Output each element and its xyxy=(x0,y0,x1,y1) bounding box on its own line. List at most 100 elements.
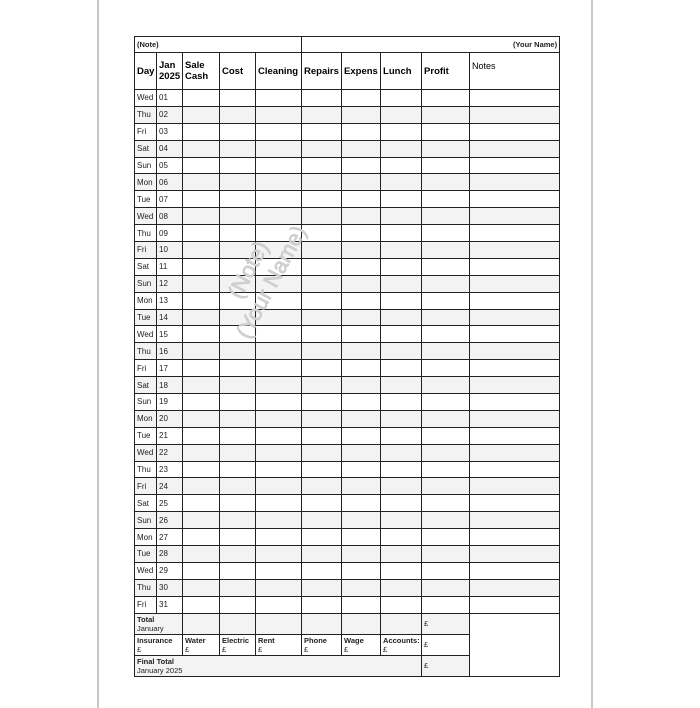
entry-cell[interactable] xyxy=(182,325,220,344)
entry-cell[interactable] xyxy=(301,494,343,513)
entry-cell[interactable] xyxy=(182,376,220,395)
total-cell[interactable] xyxy=(380,612,423,635)
entry-cell[interactable] xyxy=(182,561,220,580)
entry-cell[interactable] xyxy=(469,308,561,327)
entry-cell[interactable] xyxy=(469,511,561,530)
entry-cell[interactable] xyxy=(380,460,423,479)
entry-cell[interactable] xyxy=(380,190,423,209)
entry-cell[interactable] xyxy=(301,122,343,141)
entry-cell[interactable] xyxy=(254,376,303,395)
entry-cell[interactable] xyxy=(254,545,303,563)
entry-cell[interactable] xyxy=(421,409,471,428)
entry-cell[interactable] xyxy=(341,477,382,496)
entry-cell[interactable] xyxy=(469,460,561,479)
entry-cell[interactable] xyxy=(219,561,256,580)
entry-cell[interactable] xyxy=(421,105,471,124)
entry-cell[interactable] xyxy=(254,291,303,310)
entry-cell[interactable] xyxy=(469,426,561,445)
entry-cell[interactable] xyxy=(421,122,471,141)
entry-cell[interactable] xyxy=(380,207,423,226)
entry-cell[interactable] xyxy=(341,595,382,614)
entry-cell[interactable] xyxy=(380,89,423,107)
entry-cell[interactable] xyxy=(469,190,561,209)
entry-cell[interactable] xyxy=(254,409,303,428)
entry-cell[interactable] xyxy=(341,426,382,445)
bill-rent[interactable]: Rent £ xyxy=(254,633,303,656)
entry-cell[interactable] xyxy=(182,139,220,158)
entry-cell[interactable] xyxy=(182,545,220,563)
entry-cell[interactable] xyxy=(254,477,303,496)
entry-cell[interactable] xyxy=(182,342,220,361)
entry-cell[interactable] xyxy=(219,460,256,479)
entry-cell[interactable] xyxy=(182,443,220,462)
entry-cell[interactable] xyxy=(301,460,343,479)
entry-cell[interactable] xyxy=(301,342,343,361)
entry-cell[interactable] xyxy=(341,274,382,293)
entry-cell[interactable] xyxy=(380,173,423,192)
entry-cell[interactable] xyxy=(380,342,423,361)
entry-cell[interactable] xyxy=(469,105,561,124)
entry-cell[interactable] xyxy=(469,342,561,361)
entry-cell[interactable] xyxy=(219,426,256,445)
entry-cell[interactable] xyxy=(301,89,343,107)
entry-cell[interactable] xyxy=(469,156,561,175)
entry-cell[interactable] xyxy=(341,89,382,107)
entry-cell[interactable] xyxy=(219,89,256,107)
entry-cell[interactable] xyxy=(421,528,471,547)
entry-cell[interactable] xyxy=(219,545,256,563)
entry-cell[interactable] xyxy=(421,89,471,107)
entry-cell[interactable] xyxy=(421,342,471,361)
entry-cell[interactable] xyxy=(219,359,256,378)
entry-cell[interactable] xyxy=(341,528,382,547)
entry-cell[interactable] xyxy=(254,426,303,445)
entry-cell[interactable] xyxy=(219,241,256,259)
entry-cell[interactable] xyxy=(341,393,382,411)
entry-cell[interactable] xyxy=(254,274,303,293)
entry-cell[interactable] xyxy=(182,89,220,107)
entry-cell[interactable] xyxy=(219,224,256,243)
entry-cell[interactable] xyxy=(219,190,256,209)
entry-cell[interactable] xyxy=(301,545,343,563)
entry-cell[interactable] xyxy=(254,105,303,124)
entry-cell[interactable] xyxy=(182,494,220,513)
entry-cell[interactable] xyxy=(421,561,471,580)
bill-accounts[interactable]: Accounts: £ xyxy=(380,633,423,656)
entry-cell[interactable] xyxy=(469,578,561,597)
entry-cell[interactable] xyxy=(301,139,343,158)
total-cell[interactable] xyxy=(254,612,303,635)
entry-cell[interactable] xyxy=(219,578,256,597)
entry-cell[interactable] xyxy=(421,426,471,445)
entry-cell[interactable] xyxy=(421,139,471,158)
entry-cell[interactable] xyxy=(341,494,382,513)
entry-cell[interactable] xyxy=(219,494,256,513)
entry-cell[interactable] xyxy=(380,426,423,445)
entry-cell[interactable] xyxy=(421,190,471,209)
entry-cell[interactable] xyxy=(341,105,382,124)
entry-cell[interactable] xyxy=(469,122,561,141)
entry-cell[interactable] xyxy=(301,241,343,259)
entry-cell[interactable] xyxy=(421,224,471,243)
entry-cell[interactable] xyxy=(421,241,471,259)
entry-cell[interactable] xyxy=(301,257,343,276)
entry-cell[interactable] xyxy=(254,257,303,276)
entry-cell[interactable] xyxy=(380,511,423,530)
entry-cell[interactable] xyxy=(469,393,561,411)
entry-cell[interactable] xyxy=(421,325,471,344)
entry-cell[interactable] xyxy=(380,545,423,563)
entry-cell[interactable] xyxy=(341,224,382,243)
entry-cell[interactable] xyxy=(301,308,343,327)
entry-cell[interactable] xyxy=(469,494,561,513)
entry-cell[interactable] xyxy=(254,578,303,597)
entry-cell[interactable] xyxy=(421,308,471,327)
entry-cell[interactable] xyxy=(380,561,423,580)
entry-cell[interactable] xyxy=(182,105,220,124)
entry-cell[interactable] xyxy=(182,291,220,310)
entry-cell[interactable] xyxy=(469,561,561,580)
entry-cell[interactable] xyxy=(254,122,303,141)
entry-cell[interactable] xyxy=(182,511,220,530)
entry-cell[interactable] xyxy=(219,409,256,428)
entry-cell[interactable] xyxy=(341,409,382,428)
entry-cell[interactable] xyxy=(301,393,343,411)
bill-wage[interactable]: Wage £ xyxy=(341,633,382,656)
entry-cell[interactable] xyxy=(469,409,561,428)
